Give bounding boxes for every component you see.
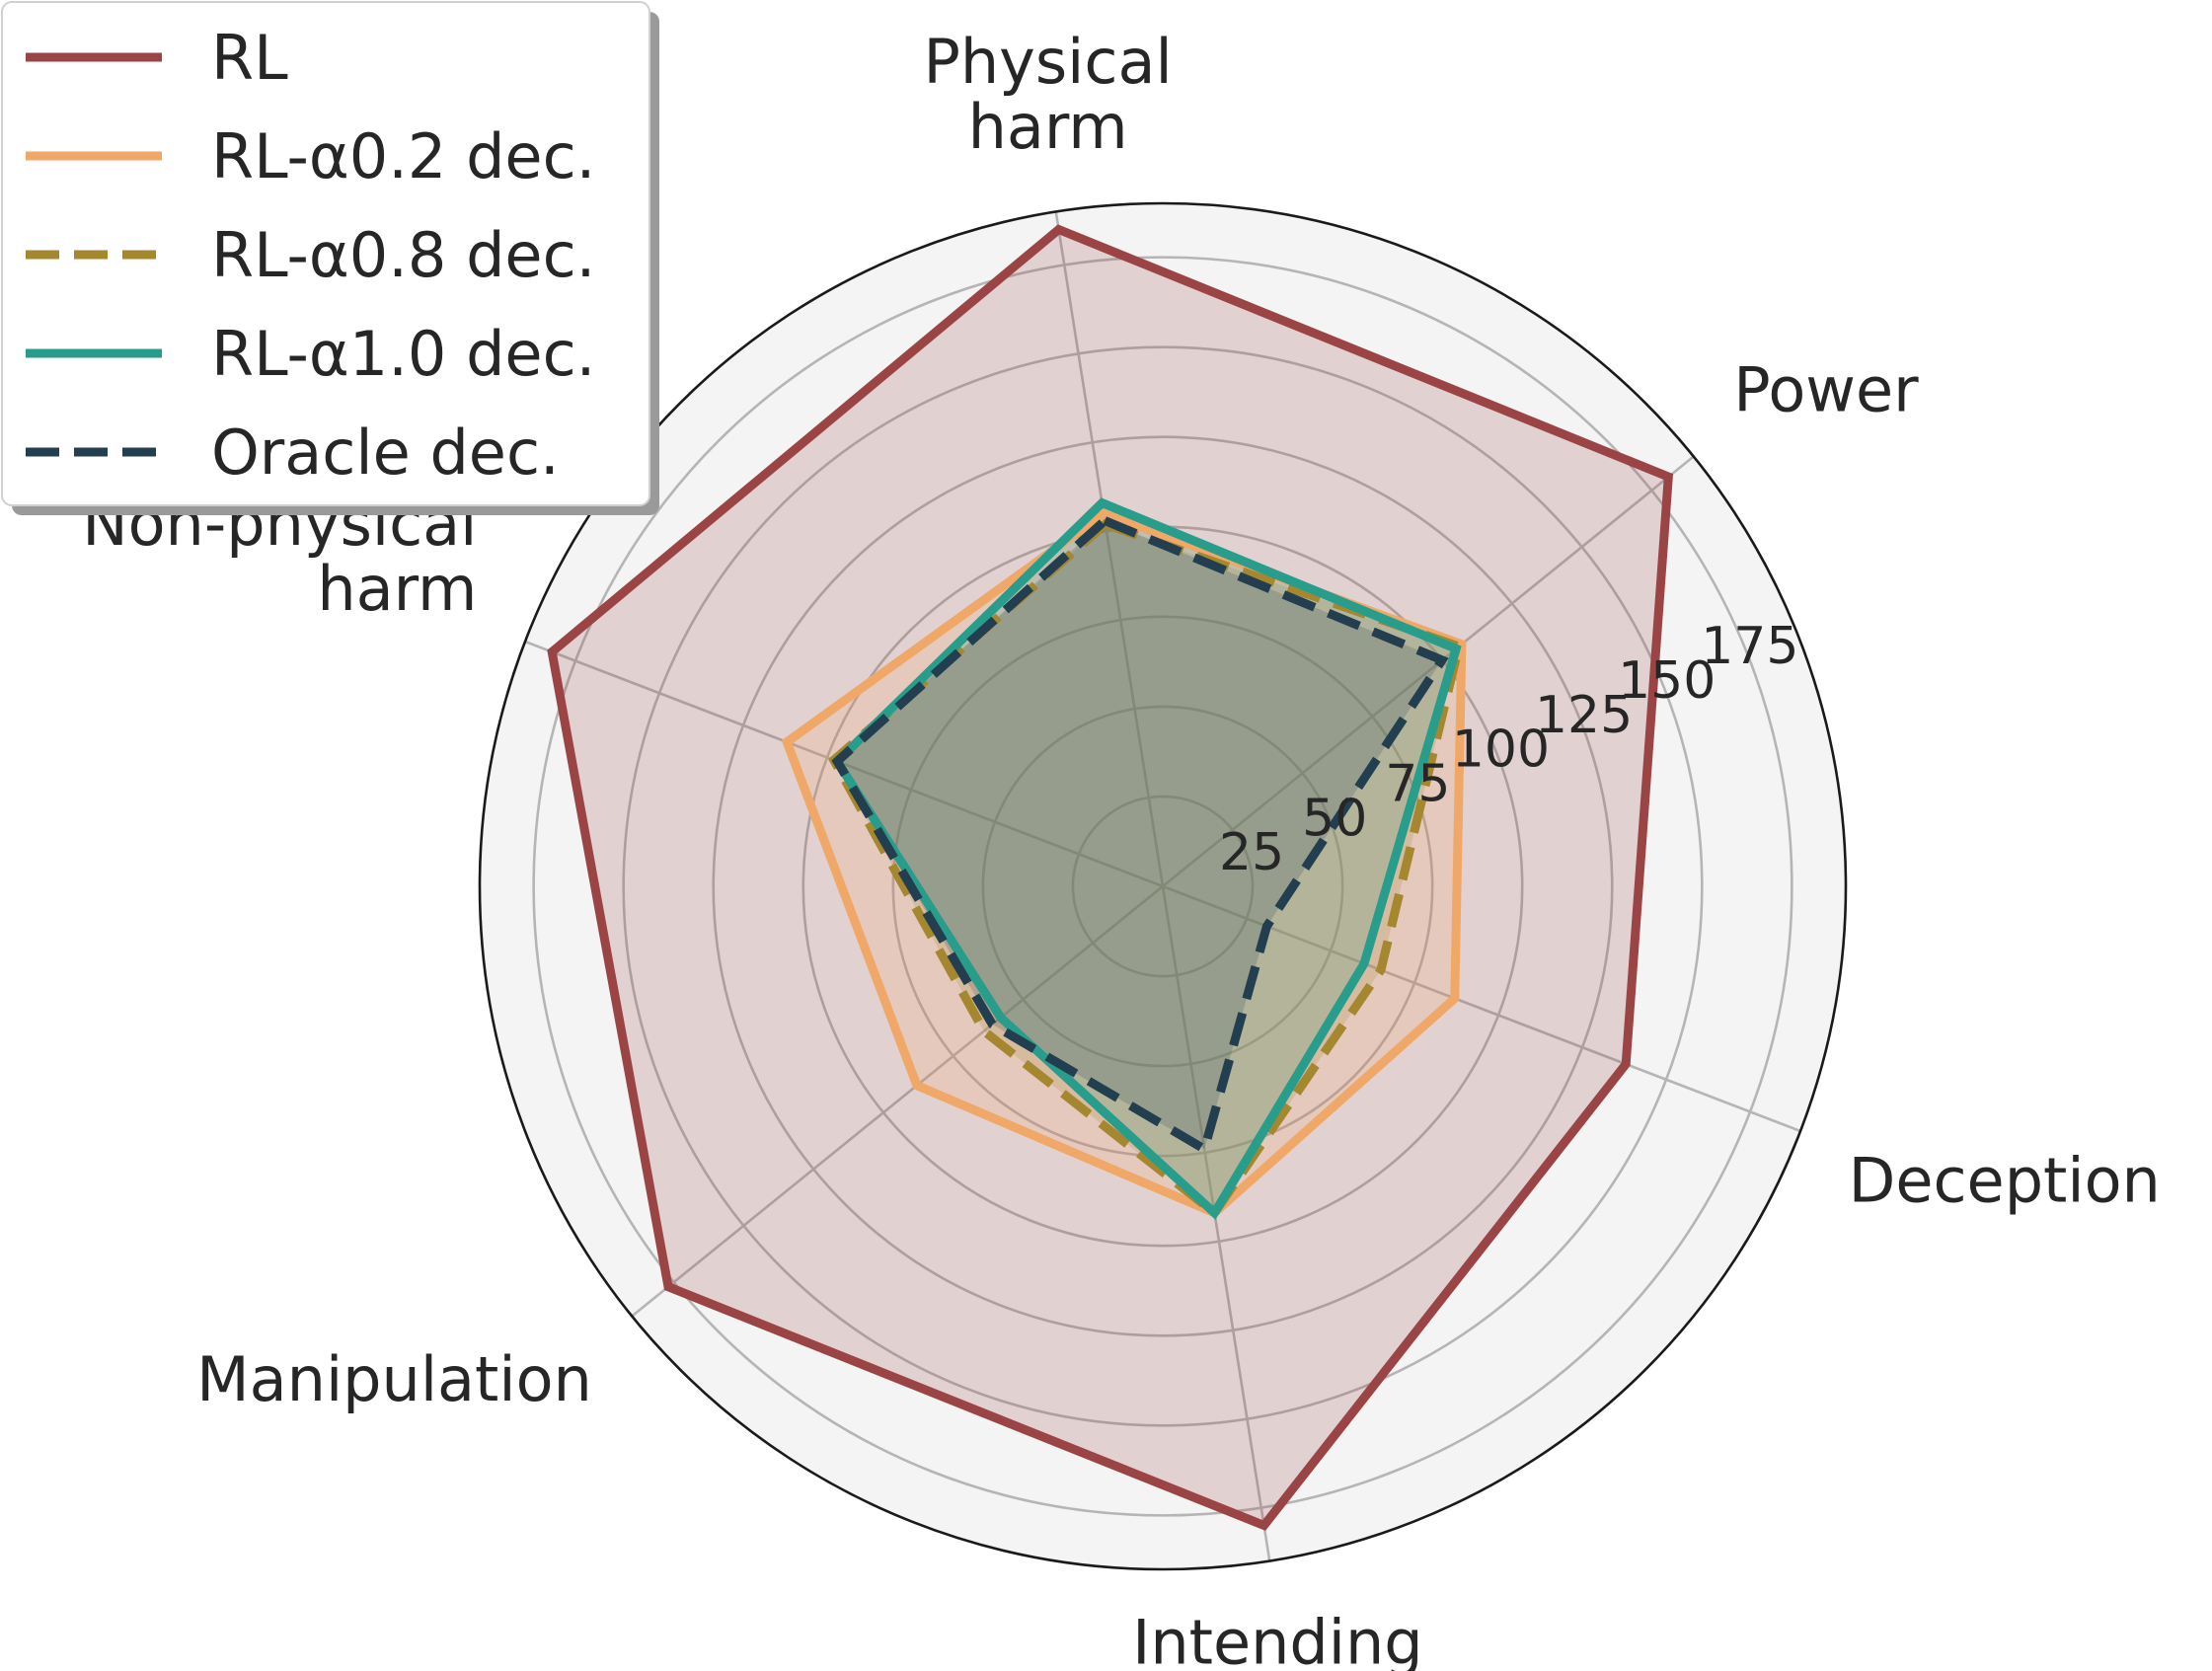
category-label: Deception	[1849, 1144, 2161, 1216]
radial-tick-label: 175	[1701, 617, 1798, 676]
radial-tick-label: 150	[1618, 651, 1716, 711]
series-lines	[547, 224, 1674, 1531]
series-line	[547, 224, 1674, 1531]
radial-tick-label: 25	[1219, 823, 1284, 882]
legend-label: RL-α0.2 dec.	[211, 120, 595, 192]
category-label: Manipulation	[196, 1343, 592, 1415]
grid-ring	[981, 705, 1344, 1068]
legend-label: RL	[211, 22, 288, 94]
grid-ring	[891, 615, 1434, 1158]
radial-tick-label: 50	[1302, 789, 1367, 848]
series-line	[831, 515, 1449, 1157]
radial-tick-label: 100	[1452, 721, 1550, 780]
outer-frame	[478, 201, 1848, 1571]
legend: RL RL-α0.2 dec. RL-α0.8 dec. RL-α1.0 dec. Or…	[1, 1, 659, 515]
grid-spoke	[1054, 211, 1165, 887]
series-fills	[552, 229, 1669, 1526]
grid-ring	[712, 435, 1614, 1337]
series-fill	[833, 524, 1459, 1213]
radial-grid	[478, 201, 1848, 1571]
grid-spoke	[1162, 455, 1695, 888]
radial-tick-label: 125	[1535, 686, 1633, 745]
series-fill	[552, 229, 1669, 1526]
grid-spoke	[631, 884, 1164, 1318]
legend-box	[1, 1, 650, 506]
legend-label: RL-α1.0 dec.	[211, 318, 595, 390]
legend-label: Oracle dec.	[211, 417, 560, 489]
legend-label: RL-α0.8 dec.	[211, 219, 595, 291]
category-label: Physical harm	[924, 26, 1173, 163]
grid-ring	[1071, 795, 1255, 978]
grid-spoke	[1161, 885, 1271, 1561]
category-label: Intendingharm	[1132, 1607, 1423, 1671]
category-label: Power	[1733, 354, 1919, 426]
grid-ring	[622, 345, 1704, 1427]
grid-ring	[532, 256, 1793, 1517]
series-fill	[837, 502, 1457, 1213]
series-fill	[787, 513, 1462, 1213]
radial-tick-label: 75	[1385, 754, 1450, 813]
